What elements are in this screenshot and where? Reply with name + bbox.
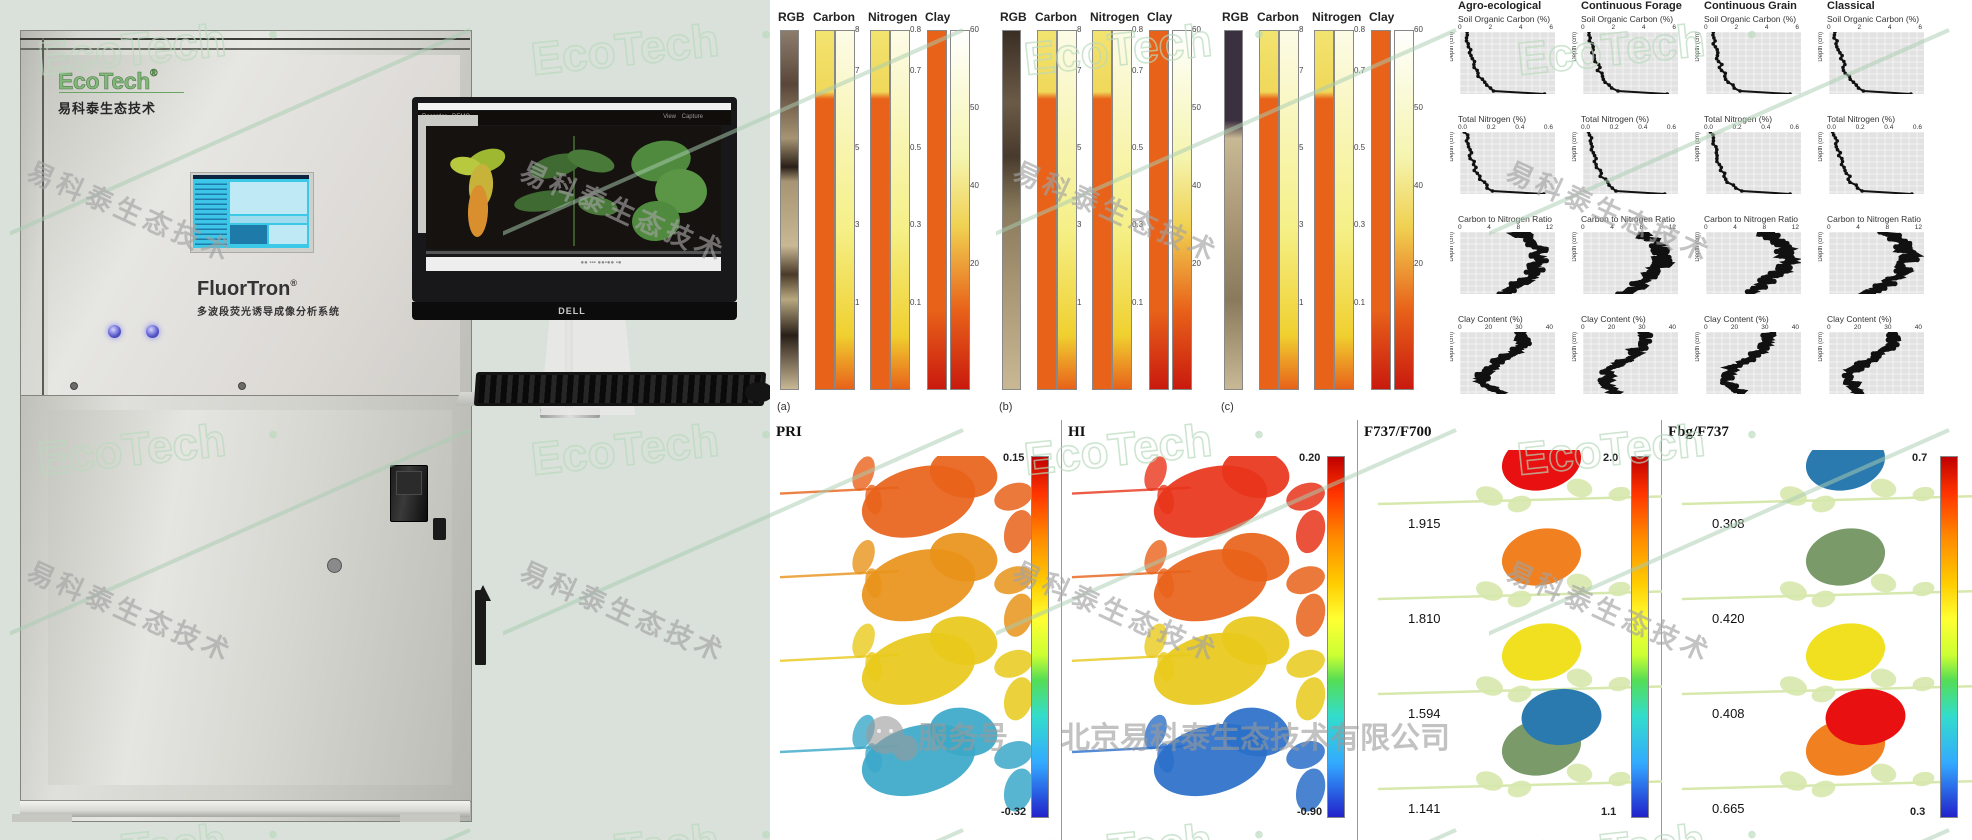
svg-text:0.665: 0.665 bbox=[1712, 801, 1745, 816]
svg-text:1.915: 1.915 bbox=[1408, 516, 1441, 531]
svg-text:0.308: 0.308 bbox=[1712, 516, 1745, 531]
svg-text:1.594: 1.594 bbox=[1408, 706, 1441, 721]
svg-text:0.420: 0.420 bbox=[1712, 611, 1745, 626]
svg-text:1.141: 1.141 bbox=[1408, 801, 1441, 816]
svg-text:0.408: 0.408 bbox=[1712, 706, 1745, 721]
svg-text:1.810: 1.810 bbox=[1408, 611, 1441, 626]
